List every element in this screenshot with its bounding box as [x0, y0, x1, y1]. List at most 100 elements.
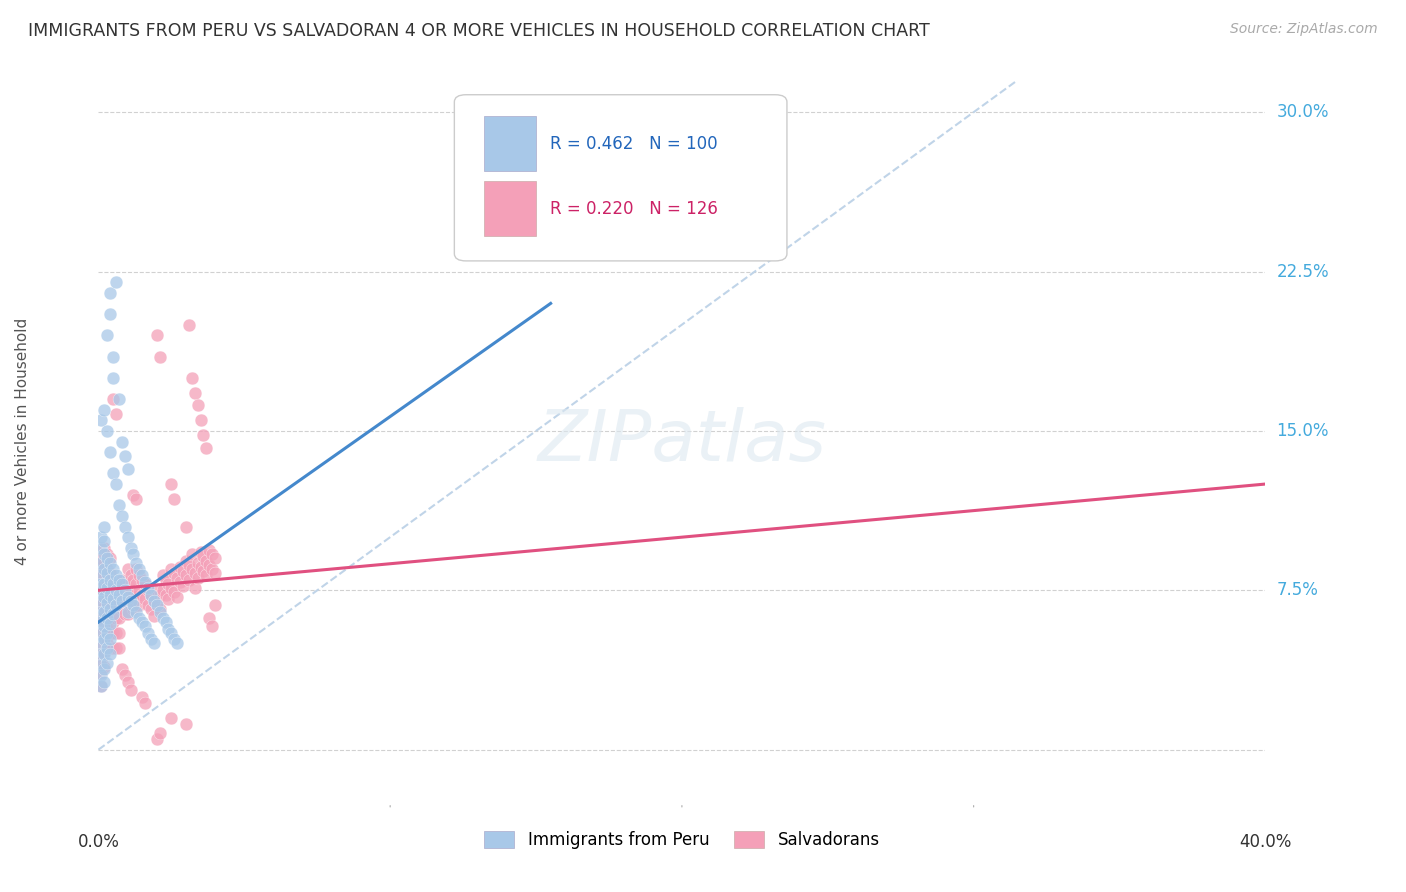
Point — [131, 573, 153, 587]
Point — [98, 588, 121, 602]
Point — [93, 630, 115, 644]
Point — [134, 619, 156, 633]
Point — [117, 462, 139, 476]
Text: ZIPatlas: ZIPatlas — [537, 407, 827, 476]
Point — [90, 647, 112, 661]
Point — [139, 588, 162, 602]
Point — [96, 622, 118, 636]
Point — [96, 596, 118, 610]
Point — [111, 577, 134, 591]
Point — [204, 566, 226, 581]
Text: Source: ZipAtlas.com: Source: ZipAtlas.com — [1230, 22, 1378, 37]
Point — [120, 598, 142, 612]
Point — [117, 530, 139, 544]
Point — [90, 566, 112, 581]
Point — [101, 577, 124, 591]
Point — [163, 585, 186, 599]
Point — [98, 573, 121, 587]
Point — [90, 583, 112, 598]
Point — [98, 625, 121, 640]
Text: 7.5%: 7.5% — [1277, 582, 1319, 599]
Point — [93, 547, 115, 561]
Point — [93, 674, 115, 689]
Point — [90, 556, 112, 570]
Point — [90, 541, 112, 555]
Point — [117, 590, 139, 604]
Point — [90, 640, 112, 655]
Point — [177, 558, 200, 572]
Point — [180, 547, 202, 561]
Point — [160, 477, 183, 491]
Point — [93, 619, 115, 633]
Point — [96, 551, 118, 566]
Point — [104, 477, 127, 491]
Point — [122, 588, 145, 602]
Point — [128, 562, 150, 576]
Point — [90, 625, 112, 640]
Point — [117, 591, 139, 606]
Point — [114, 583, 136, 598]
Point — [93, 615, 115, 630]
Point — [90, 530, 112, 544]
Point — [177, 573, 200, 587]
Point — [93, 600, 115, 615]
Point — [108, 588, 131, 602]
Point — [104, 598, 127, 612]
Point — [131, 690, 153, 704]
Point — [93, 556, 115, 570]
Point — [96, 636, 118, 650]
Point — [98, 617, 121, 632]
Point — [142, 608, 165, 623]
Point — [193, 428, 215, 442]
Point — [90, 596, 112, 610]
Point — [131, 568, 153, 582]
Point — [111, 508, 134, 523]
Point — [180, 371, 202, 385]
Point — [90, 657, 112, 672]
Point — [93, 660, 115, 674]
Point — [190, 413, 212, 427]
Point — [98, 647, 121, 661]
Point — [90, 611, 112, 625]
Point — [90, 605, 112, 619]
Text: R = 0.462   N = 100: R = 0.462 N = 100 — [550, 135, 717, 153]
Point — [201, 562, 224, 576]
Point — [190, 545, 212, 559]
Point — [149, 605, 172, 619]
Point — [195, 568, 218, 582]
Point — [163, 632, 186, 647]
Point — [93, 632, 115, 647]
Point — [93, 534, 115, 549]
Point — [90, 636, 112, 650]
Point — [174, 519, 197, 533]
Point — [114, 519, 136, 533]
Point — [160, 562, 183, 576]
Point — [157, 577, 180, 591]
Text: 0.0%: 0.0% — [77, 833, 120, 851]
Point — [149, 350, 172, 364]
Point — [160, 581, 183, 595]
Point — [98, 611, 121, 625]
Point — [160, 625, 183, 640]
Legend: Immigrants from Peru, Salvadorans: Immigrants from Peru, Salvadorans — [478, 824, 886, 856]
Point — [128, 598, 150, 612]
Point — [166, 590, 188, 604]
Point — [149, 588, 172, 602]
Point — [96, 607, 118, 621]
Point — [93, 519, 115, 533]
Point — [104, 568, 127, 582]
Point — [174, 553, 197, 567]
Point — [163, 491, 186, 506]
Point — [101, 467, 124, 481]
Point — [131, 615, 153, 630]
Point — [128, 583, 150, 598]
Point — [136, 581, 159, 595]
Point — [101, 562, 124, 576]
Point — [166, 636, 188, 650]
Point — [93, 645, 115, 659]
Point — [98, 445, 121, 459]
Point — [120, 594, 142, 608]
Point — [96, 591, 118, 606]
Point — [104, 583, 127, 598]
Point — [96, 328, 118, 343]
